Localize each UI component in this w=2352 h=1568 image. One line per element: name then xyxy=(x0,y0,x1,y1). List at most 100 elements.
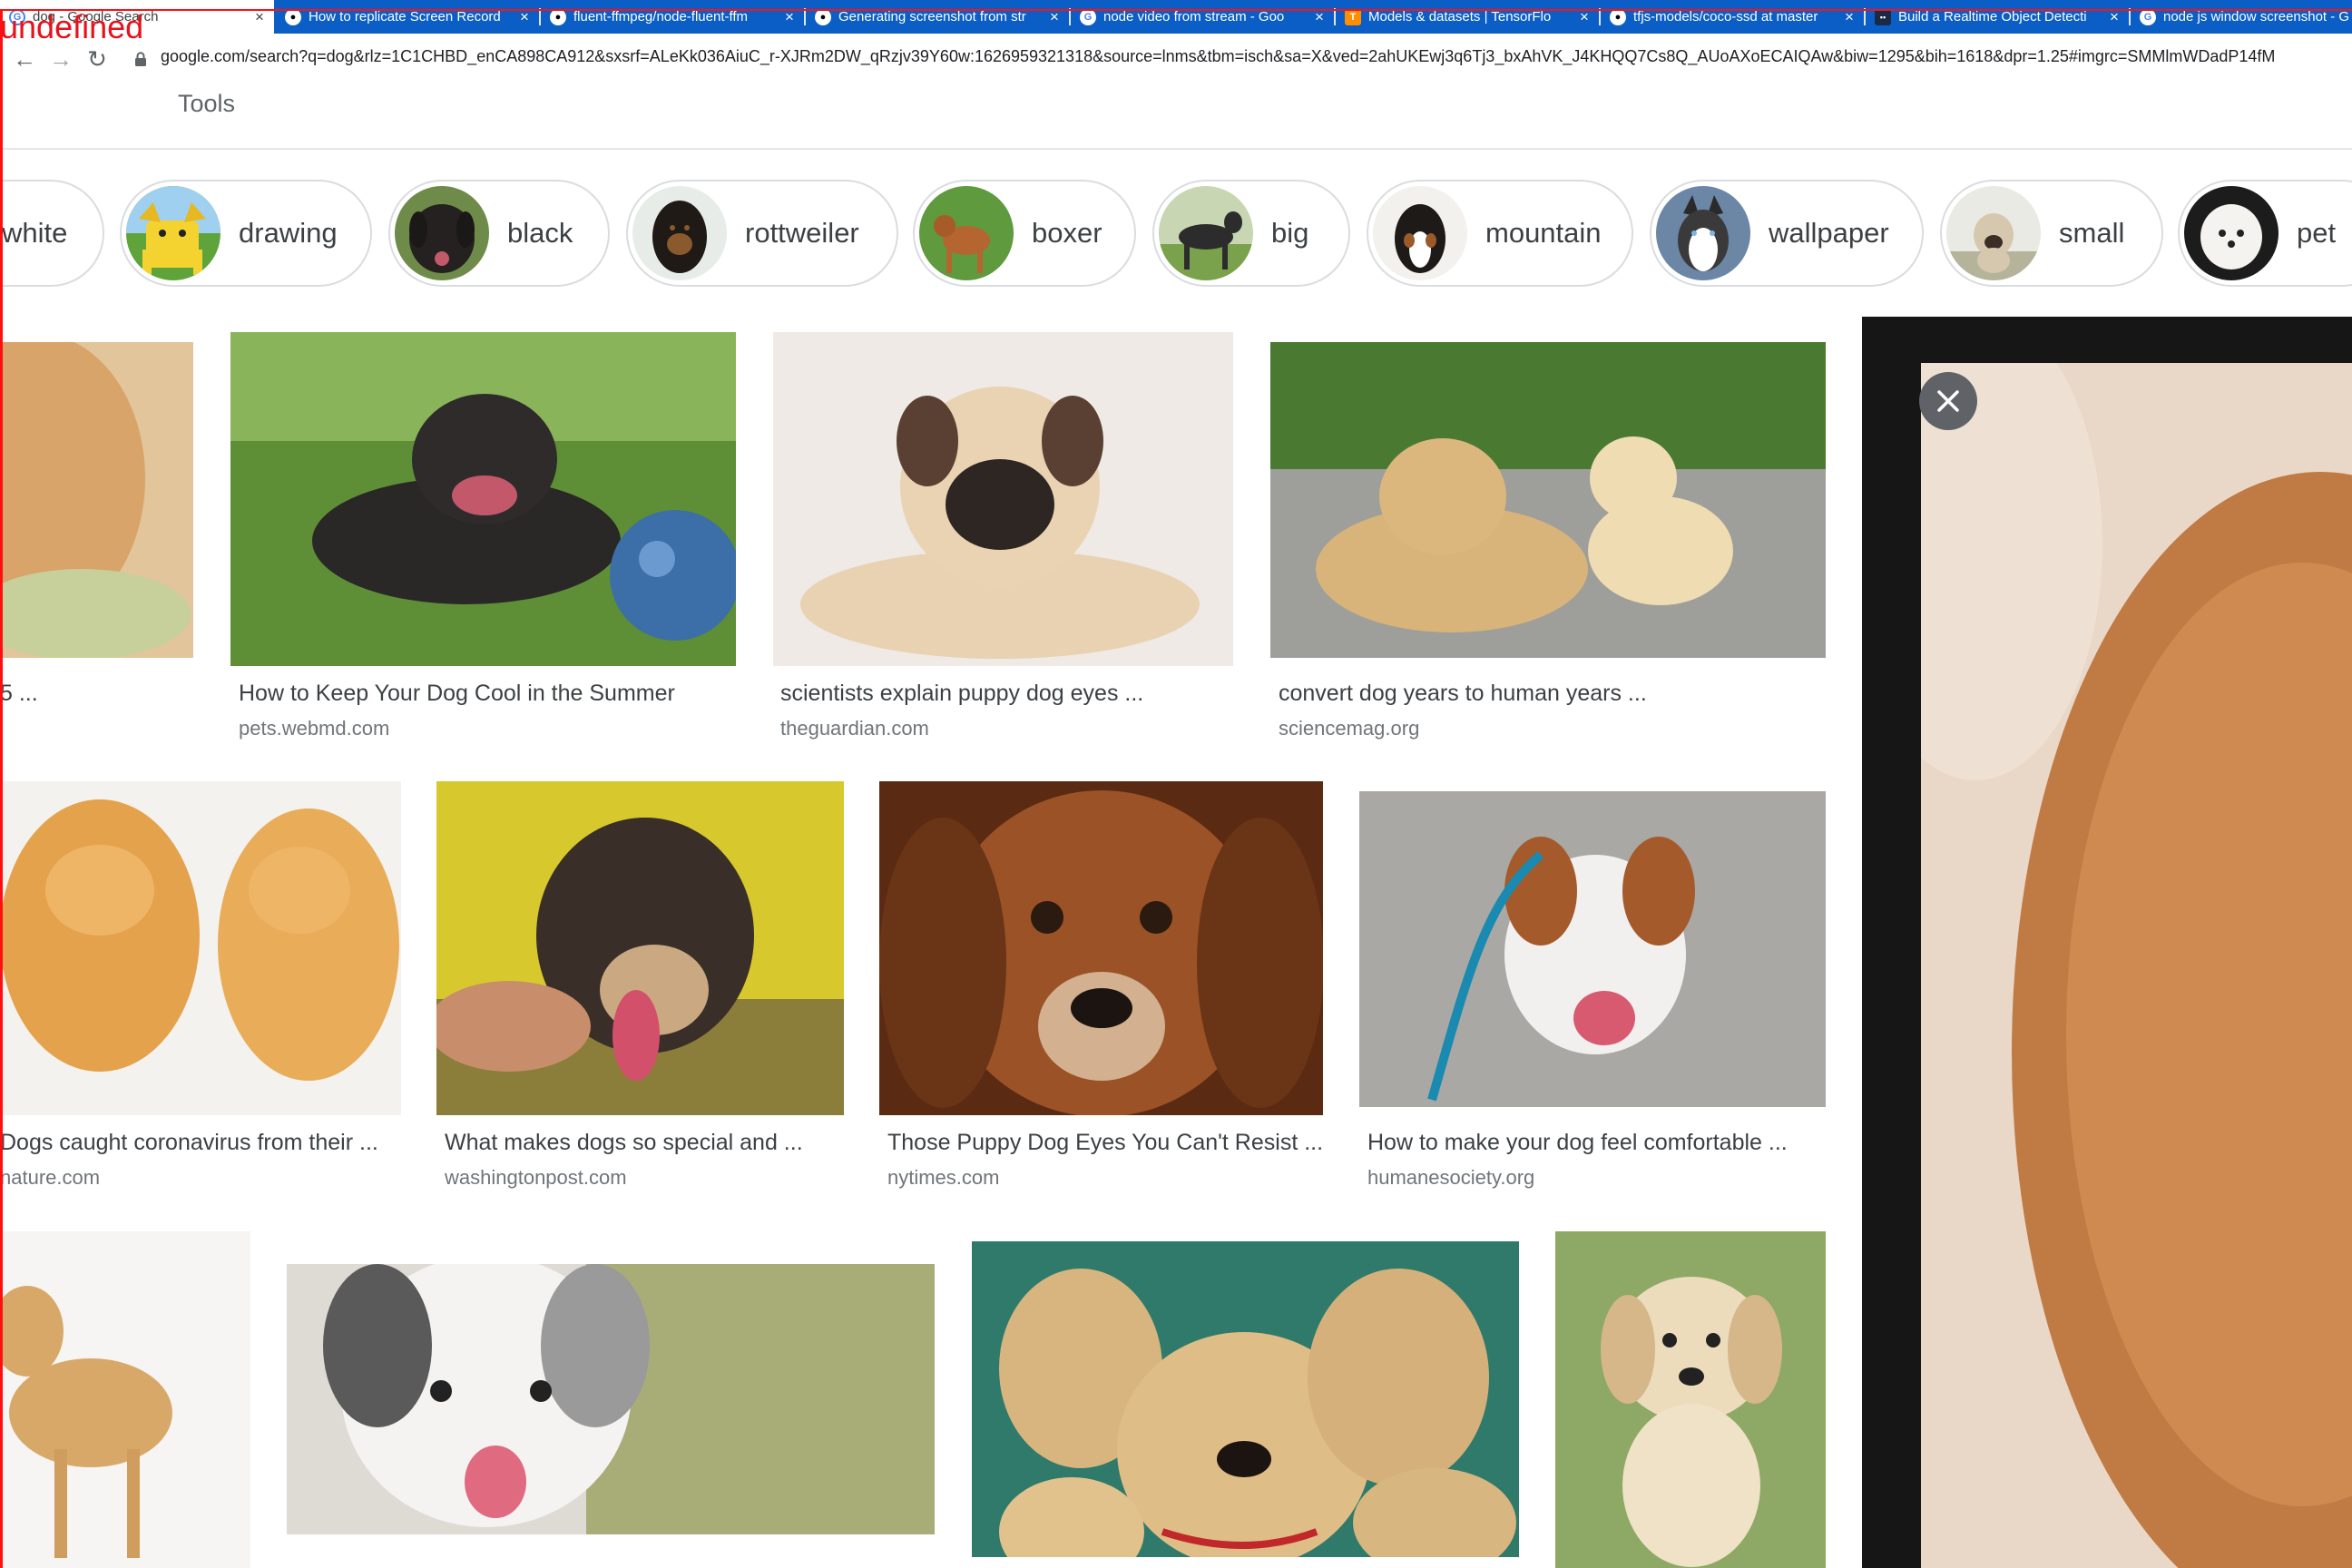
tab-fluent-ffmpeg[interactable]: ● fluent-ffmpeg/node-fluent-ffm × xyxy=(541,0,804,34)
tab-close-icon[interactable]: × xyxy=(255,7,264,25)
tab-divider xyxy=(1069,8,1071,25)
result-image[interactable] xyxy=(287,1264,935,1534)
result-source[interactable]: humanesociety.org xyxy=(1367,1166,1535,1189)
github-icon: ● xyxy=(815,8,831,25)
tab-divider xyxy=(804,8,806,25)
close-preview-button[interactable] xyxy=(1919,372,1977,430)
site-icon: ▪▪ xyxy=(1875,8,1891,25)
tab-close-icon[interactable]: × xyxy=(1315,7,1324,25)
github-icon: ● xyxy=(1610,8,1626,25)
chip-pet[interactable]: pet xyxy=(2178,180,2352,287)
chip-label: drawing xyxy=(239,217,338,249)
tab-screen-record[interactable]: ● How to replicate Screen Record × xyxy=(276,0,539,34)
chip-thumbnail xyxy=(1656,186,1750,280)
result-source[interactable]: nature.com xyxy=(0,1166,101,1189)
tab-divider xyxy=(539,8,541,25)
back-button[interactable]: ← xyxy=(13,44,36,73)
tab-node-video-stream[interactable]: G node video from stream - Goo × xyxy=(1071,0,1334,34)
result-image[interactable] xyxy=(773,332,1233,666)
chip-label: small xyxy=(2059,217,2125,249)
tab-close-icon[interactable]: × xyxy=(2110,7,2119,25)
result-image[interactable] xyxy=(1555,1231,1826,1568)
tab-window-screenshot[interactable]: G node js window screenshot - G xyxy=(2131,0,2352,34)
lock-icon[interactable] xyxy=(134,52,147,66)
result-caption[interactable]: How to Keep Your Dog Cool in the Summer xyxy=(239,681,675,706)
tab-title: fluent-ffmpeg/node-fluent-ffm xyxy=(573,9,749,24)
tab-generating-screenshot[interactable]: ● Generating screenshot from str × xyxy=(806,0,1069,34)
chip-label: boxer xyxy=(1032,217,1102,249)
result-caption[interactable]: 5 ... xyxy=(0,681,36,706)
chip-small[interactable]: small xyxy=(1940,180,2163,287)
overlay-selection-box xyxy=(0,9,2352,1568)
chip-label: rottweiler xyxy=(745,217,859,249)
result-caption[interactable]: Dogs caught coronavirus from their ... xyxy=(0,1130,378,1155)
result-image[interactable] xyxy=(230,332,736,666)
google-icon: G xyxy=(2140,8,2156,25)
result-image[interactable] xyxy=(0,1231,250,1568)
tab-divider xyxy=(1599,8,1601,25)
tab-tfjs-coco-ssd[interactable]: ● tfjs-models/coco-ssd at master × xyxy=(1601,0,1864,34)
tab-realtime-object-detection[interactable]: ▪▪ Build a Realtime Object Detecti × xyxy=(1866,0,2129,34)
chip-white[interactable]: white xyxy=(0,180,104,287)
chip-thumbnail xyxy=(1373,186,1467,280)
chip-wallpaper[interactable]: wallpaper xyxy=(1650,180,1924,287)
result-source[interactable]: washingtonpost.com xyxy=(445,1166,627,1189)
tab-title: Models & datasets | TensorFlo xyxy=(1368,9,1552,24)
result-image[interactable] xyxy=(1270,342,1826,658)
chip-thumbnail xyxy=(1159,186,1253,280)
chip-label: black xyxy=(507,217,573,249)
result-image[interactable] xyxy=(1359,791,1826,1107)
result-image[interactable] xyxy=(972,1241,1519,1557)
result-caption[interactable]: scientists explain puppy dog eyes ... xyxy=(780,681,1144,706)
result-image[interactable] xyxy=(436,781,844,1115)
tab-divider xyxy=(1334,8,1336,25)
tab-title: dog - Google Search xyxy=(33,9,159,24)
result-image[interactable] xyxy=(0,781,401,1115)
tab-close-icon[interactable]: × xyxy=(785,7,794,25)
result-caption[interactable]: Those Puppy Dog Eyes You Can't Resist ..… xyxy=(887,1130,1323,1155)
chip-thumbnail xyxy=(2184,186,2278,280)
tab-divider xyxy=(2129,8,2131,25)
chip-boxer[interactable]: boxer xyxy=(913,180,1136,287)
result-caption[interactable]: What makes dogs so special and ... xyxy=(445,1130,803,1155)
tab-title: node js window screenshot - G xyxy=(2163,9,2350,24)
chip-mountain[interactable]: mountain xyxy=(1367,180,1633,287)
chip-drawing[interactable]: drawing xyxy=(120,180,372,287)
chip-label: white xyxy=(2,217,68,249)
result-source[interactable]: sciencemag.org xyxy=(1279,717,1420,740)
close-icon xyxy=(1937,390,1959,412)
chip-thumbnail xyxy=(1946,186,2041,280)
tab-close-icon[interactable]: × xyxy=(1845,7,1854,25)
result-caption[interactable]: convert dog years to human years ... xyxy=(1279,681,1647,706)
google-icon: G xyxy=(1080,8,1096,25)
tab-tensorflow-models[interactable]: T Models & datasets | TensorFlo × xyxy=(1336,0,1599,34)
overlay-label: undefined xyxy=(0,8,144,45)
tools-divider xyxy=(0,148,2352,150)
tab-close-icon[interactable]: × xyxy=(1050,7,1059,25)
tensorflow-icon: T xyxy=(1345,8,1361,25)
chip-label: pet xyxy=(2297,217,2337,249)
tab-close-icon[interactable]: × xyxy=(1580,7,1589,25)
result-source[interactable]: theguardian.com xyxy=(780,717,929,740)
reload-button[interactable]: ↻ xyxy=(87,44,107,73)
result-image[interactable] xyxy=(879,781,1323,1115)
chip-rottweiler[interactable]: rottweiler xyxy=(626,180,898,287)
tab-dog-google-search[interactable]: G dog - Google Search × xyxy=(0,0,274,34)
result-caption[interactable]: How to make your dog feel comfortable ..… xyxy=(1367,1130,1788,1155)
result-image[interactable] xyxy=(0,342,193,658)
result-source[interactable]: pets.webmd.com xyxy=(239,717,390,740)
tab-title: tfjs-models/coco-ssd at master xyxy=(1633,9,1818,24)
forward-button[interactable]: → xyxy=(49,44,73,73)
chip-thumbnail xyxy=(919,186,1014,280)
tab-divider xyxy=(1864,8,1866,25)
chip-black[interactable]: black xyxy=(388,180,610,287)
tools-button[interactable]: Tools xyxy=(178,90,236,117)
tab-close-icon[interactable]: × xyxy=(520,7,529,25)
chip-thumbnail xyxy=(632,186,727,280)
github-icon: ● xyxy=(285,8,301,25)
tab-title: Generating screenshot from str xyxy=(838,9,1026,24)
preview-image[interactable] xyxy=(1921,363,2352,1568)
result-source[interactable]: nytimes.com xyxy=(887,1166,1000,1189)
url-field[interactable]: google.com/search?q=dog&rlz=1C1CHBD_enCA… xyxy=(161,47,2276,65)
chip-big[interactable]: big xyxy=(1152,180,1350,287)
